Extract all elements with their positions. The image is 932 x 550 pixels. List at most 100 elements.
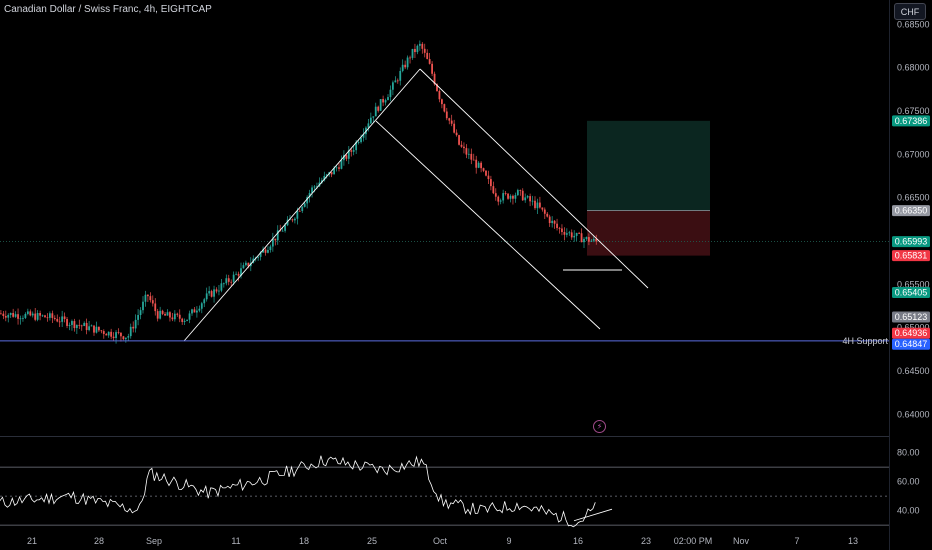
time-tick-label: 23: [641, 536, 651, 546]
candle-body: [360, 137, 362, 143]
candle-body: [308, 193, 311, 198]
candle: [416, 44, 419, 55]
candle: [529, 193, 531, 207]
candle-body: [512, 195, 514, 199]
candle: [85, 318, 88, 335]
candle: [68, 322, 71, 331]
candle: [237, 271, 240, 282]
candle-body: [56, 318, 59, 322]
candle: [166, 309, 169, 316]
lightning-icon[interactable]: ⚡: [593, 420, 606, 433]
candle-body: [396, 80, 399, 82]
candle-body: [529, 196, 531, 202]
price-badge-bg: [892, 115, 930, 127]
candle: [58, 316, 61, 328]
candle: [575, 232, 578, 241]
candle: [553, 220, 556, 229]
candle: [467, 148, 470, 159]
candle: [463, 142, 465, 154]
time-tick-label: Sep: [146, 536, 162, 546]
candle-body: [176, 313, 179, 315]
candle-body: [235, 273, 237, 275]
candle-body: [95, 326, 98, 333]
candle: [539, 196, 541, 209]
candle-body: [203, 299, 206, 304]
candle: [12, 308, 15, 318]
candle-body: [333, 168, 335, 175]
candle: [66, 317, 68, 329]
price-badge-label: 0.67386: [895, 116, 928, 126]
candle-body: [220, 283, 223, 291]
candle: [352, 145, 355, 156]
candle: [306, 195, 309, 209]
candle-body: [213, 289, 215, 297]
candle-body: [519, 190, 522, 191]
candle-body: [215, 289, 218, 292]
candle: [494, 188, 497, 201]
rsi-pane: [0, 455, 889, 528]
candle: [26, 308, 29, 316]
candle-body: [443, 104, 446, 112]
candle-body: [404, 64, 407, 68]
candle-body: [26, 311, 29, 314]
candle-body: [438, 91, 441, 100]
candle-body: [565, 233, 568, 235]
candle: [149, 292, 152, 303]
candle-body: [414, 48, 416, 53]
candle-body: [460, 144, 463, 147]
candle-body: [477, 162, 480, 168]
candle: [504, 190, 507, 196]
candle: [401, 59, 404, 73]
candle: [387, 94, 389, 101]
candle-body: [409, 57, 411, 59]
candle-body: [343, 155, 345, 161]
candle-body: [120, 332, 122, 337]
candle: [585, 236, 588, 241]
price-badge-bg: [892, 236, 930, 248]
time-tick-label: 21: [27, 536, 37, 546]
candle-body: [377, 106, 380, 111]
position-zones: [587, 120, 710, 256]
candle-body: [497, 196, 500, 202]
price-tick-label: 0.66500: [897, 193, 930, 203]
candle-body: [399, 70, 402, 81]
candle-body: [470, 153, 473, 160]
candle-body: [436, 84, 438, 92]
candle: [49, 311, 51, 321]
candle-body: [2, 313, 5, 317]
candle: [132, 321, 135, 333]
candle-body: [294, 218, 296, 221]
candle-body: [539, 202, 541, 208]
candle: [93, 325, 95, 336]
candle-body: [475, 159, 478, 168]
candle-body: [73, 321, 76, 329]
candle: [563, 227, 566, 241]
target-zone: [587, 120, 710, 211]
candle-body: [392, 82, 394, 90]
candle-body: [66, 319, 68, 326]
candle-body: [112, 336, 115, 339]
candle: [230, 279, 233, 287]
candle-body: [394, 80, 397, 83]
currency-button[interactable]: CHF: [894, 3, 926, 20]
candle: [543, 207, 546, 220]
candle: [531, 195, 534, 206]
candle: [159, 306, 162, 320]
time-axis[interactable]: 21 28 Sep 11 18 25 Oct 9 16 23 02:00 PM Nov 7 13: [27, 536, 858, 546]
candle-body: [164, 313, 166, 316]
candle: [482, 167, 485, 173]
ascending-trendline: [183, 68, 421, 342]
candle-body: [509, 195, 512, 199]
time-tick-label: 18: [299, 536, 309, 546]
candle-body: [465, 148, 468, 155]
candle: [264, 246, 267, 256]
candle: [193, 306, 196, 313]
candle-body: [372, 116, 375, 118]
price-badge: 0.64847: [892, 338, 930, 350]
price-axis[interactable]: 0.685000.680000.675000.670000.665000.660…: [897, 19, 930, 515]
candle-body: [132, 326, 135, 329]
candle-body: [502, 193, 505, 201]
candle-body: [210, 291, 213, 297]
candle-body: [100, 330, 103, 332]
